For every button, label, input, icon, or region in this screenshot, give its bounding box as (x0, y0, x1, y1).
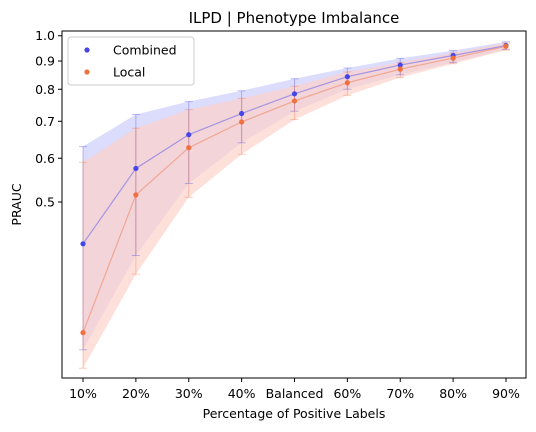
x-tick-label: 70% (386, 386, 414, 401)
y-tick-label: 1.0 (35, 28, 55, 43)
legend: Combined Local (67, 36, 195, 86)
data-points (80, 42, 509, 336)
x-tick-label: 30% (175, 386, 203, 401)
local-point (344, 80, 350, 86)
y-tick-label: 0.7 (35, 114, 55, 129)
legend-marker-local (84, 69, 90, 75)
x-axis-label: Percentage of Positive Labels (203, 406, 386, 421)
combined-point (291, 91, 298, 97)
local-point (503, 43, 509, 49)
legend-label-combined: Combined (113, 43, 177, 58)
error-bars (79, 41, 510, 369)
combined-point (344, 74, 350, 80)
combined-point (133, 165, 139, 172)
x-tick-label: Balanced (266, 386, 324, 401)
local-point (80, 330, 86, 336)
x-tick-label: 80% (439, 386, 467, 401)
x-tick-label: 40% (228, 386, 256, 401)
x-tick-label: 60% (333, 386, 361, 401)
x-tick-label: 10% (69, 386, 97, 401)
confidence-bands (83, 41, 506, 369)
chart-title: ILPD | Phenotype Imbalance (189, 9, 400, 27)
x-tick-label: 20% (122, 386, 150, 401)
combined-point (397, 62, 403, 68)
combined-point (80, 241, 86, 247)
y-axis-label: PRAUC (9, 183, 24, 225)
local-band (83, 43, 506, 369)
local-point (133, 192, 139, 198)
y-tick-label: 0.8 (35, 82, 55, 97)
local-point (239, 119, 245, 125)
x-tick-label: 90% (492, 386, 520, 401)
legend-box (67, 36, 195, 86)
y-tick-label: 0.9 (35, 54, 55, 69)
y-axis-ticks: 0.5 0.6 0.7 0.8 0.9 1.0 (35, 28, 62, 209)
legend-label-local: Local (113, 65, 145, 80)
x-axis-ticks: 10% 20% 30% 40% Balanced 60% 70% 80% 90% (69, 378, 520, 401)
y-tick-label: 0.5 (35, 194, 55, 209)
local-point (186, 145, 192, 151)
combined-point (186, 132, 192, 138)
combined-point (239, 110, 245, 117)
local-point (397, 66, 403, 72)
local-point (291, 98, 298, 104)
legend-marker-combined (84, 47, 90, 53)
y-tick-label: 0.6 (35, 151, 55, 166)
local-point (450, 55, 456, 61)
